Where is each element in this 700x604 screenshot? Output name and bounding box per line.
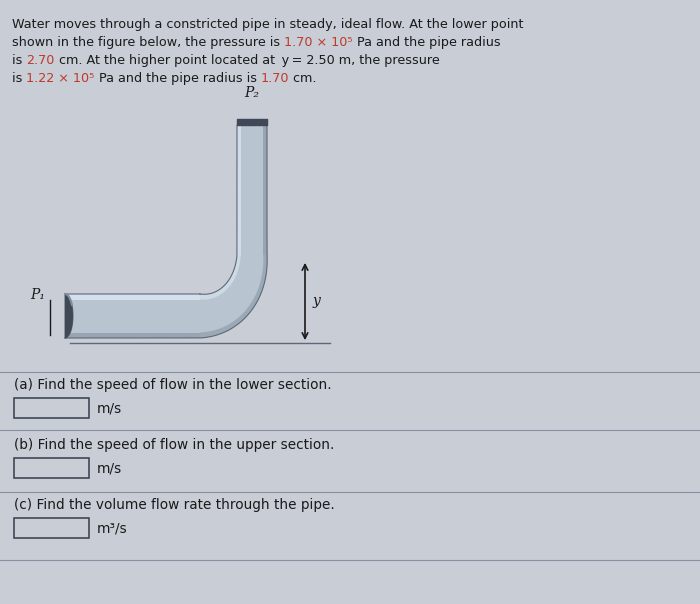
Polygon shape bbox=[237, 125, 241, 255]
FancyBboxPatch shape bbox=[14, 458, 89, 478]
Text: 1.22 × 10⁵: 1.22 × 10⁵ bbox=[27, 72, 94, 85]
Text: is: is bbox=[12, 54, 27, 67]
Text: m/s: m/s bbox=[97, 401, 122, 415]
Text: (c) Find the volume flow rate through the pipe.: (c) Find the volume flow rate through th… bbox=[14, 498, 335, 512]
Text: m/s: m/s bbox=[97, 461, 122, 475]
Polygon shape bbox=[263, 125, 267, 255]
Text: Pa and the pipe radius: Pa and the pipe radius bbox=[353, 36, 500, 49]
Text: 1.70 × 10⁵: 1.70 × 10⁵ bbox=[284, 36, 353, 49]
Text: Water moves through a constricted pipe in steady, ideal flow. At the lower point: Water moves through a constricted pipe i… bbox=[12, 18, 524, 31]
Text: 2.70: 2.70 bbox=[27, 54, 55, 67]
FancyBboxPatch shape bbox=[14, 518, 89, 538]
Polygon shape bbox=[65, 294, 73, 338]
Polygon shape bbox=[65, 332, 200, 338]
Polygon shape bbox=[65, 125, 267, 338]
Text: P₂: P₂ bbox=[244, 86, 260, 100]
Polygon shape bbox=[200, 255, 267, 338]
Text: cm. At the higher point located at  y = 2.50 m, the pressure: cm. At the higher point located at y = 2… bbox=[55, 54, 440, 67]
Text: (b) Find the speed of flow in the upper section.: (b) Find the speed of flow in the upper … bbox=[14, 438, 335, 452]
Polygon shape bbox=[200, 255, 241, 300]
Text: cm.: cm. bbox=[289, 72, 316, 85]
Text: shown in the figure below, the pressure is: shown in the figure below, the pressure … bbox=[12, 36, 284, 49]
Text: P₁: P₁ bbox=[30, 288, 45, 302]
Text: m³/s: m³/s bbox=[97, 521, 127, 535]
Text: Pa and the pipe radius is: Pa and the pipe radius is bbox=[94, 72, 260, 85]
FancyBboxPatch shape bbox=[14, 398, 89, 418]
Text: 1.70: 1.70 bbox=[260, 72, 289, 85]
Text: (a) Find the speed of flow in the lower section.: (a) Find the speed of flow in the lower … bbox=[14, 378, 332, 392]
Polygon shape bbox=[65, 294, 200, 300]
Text: y: y bbox=[313, 295, 321, 309]
Text: is: is bbox=[12, 72, 27, 85]
